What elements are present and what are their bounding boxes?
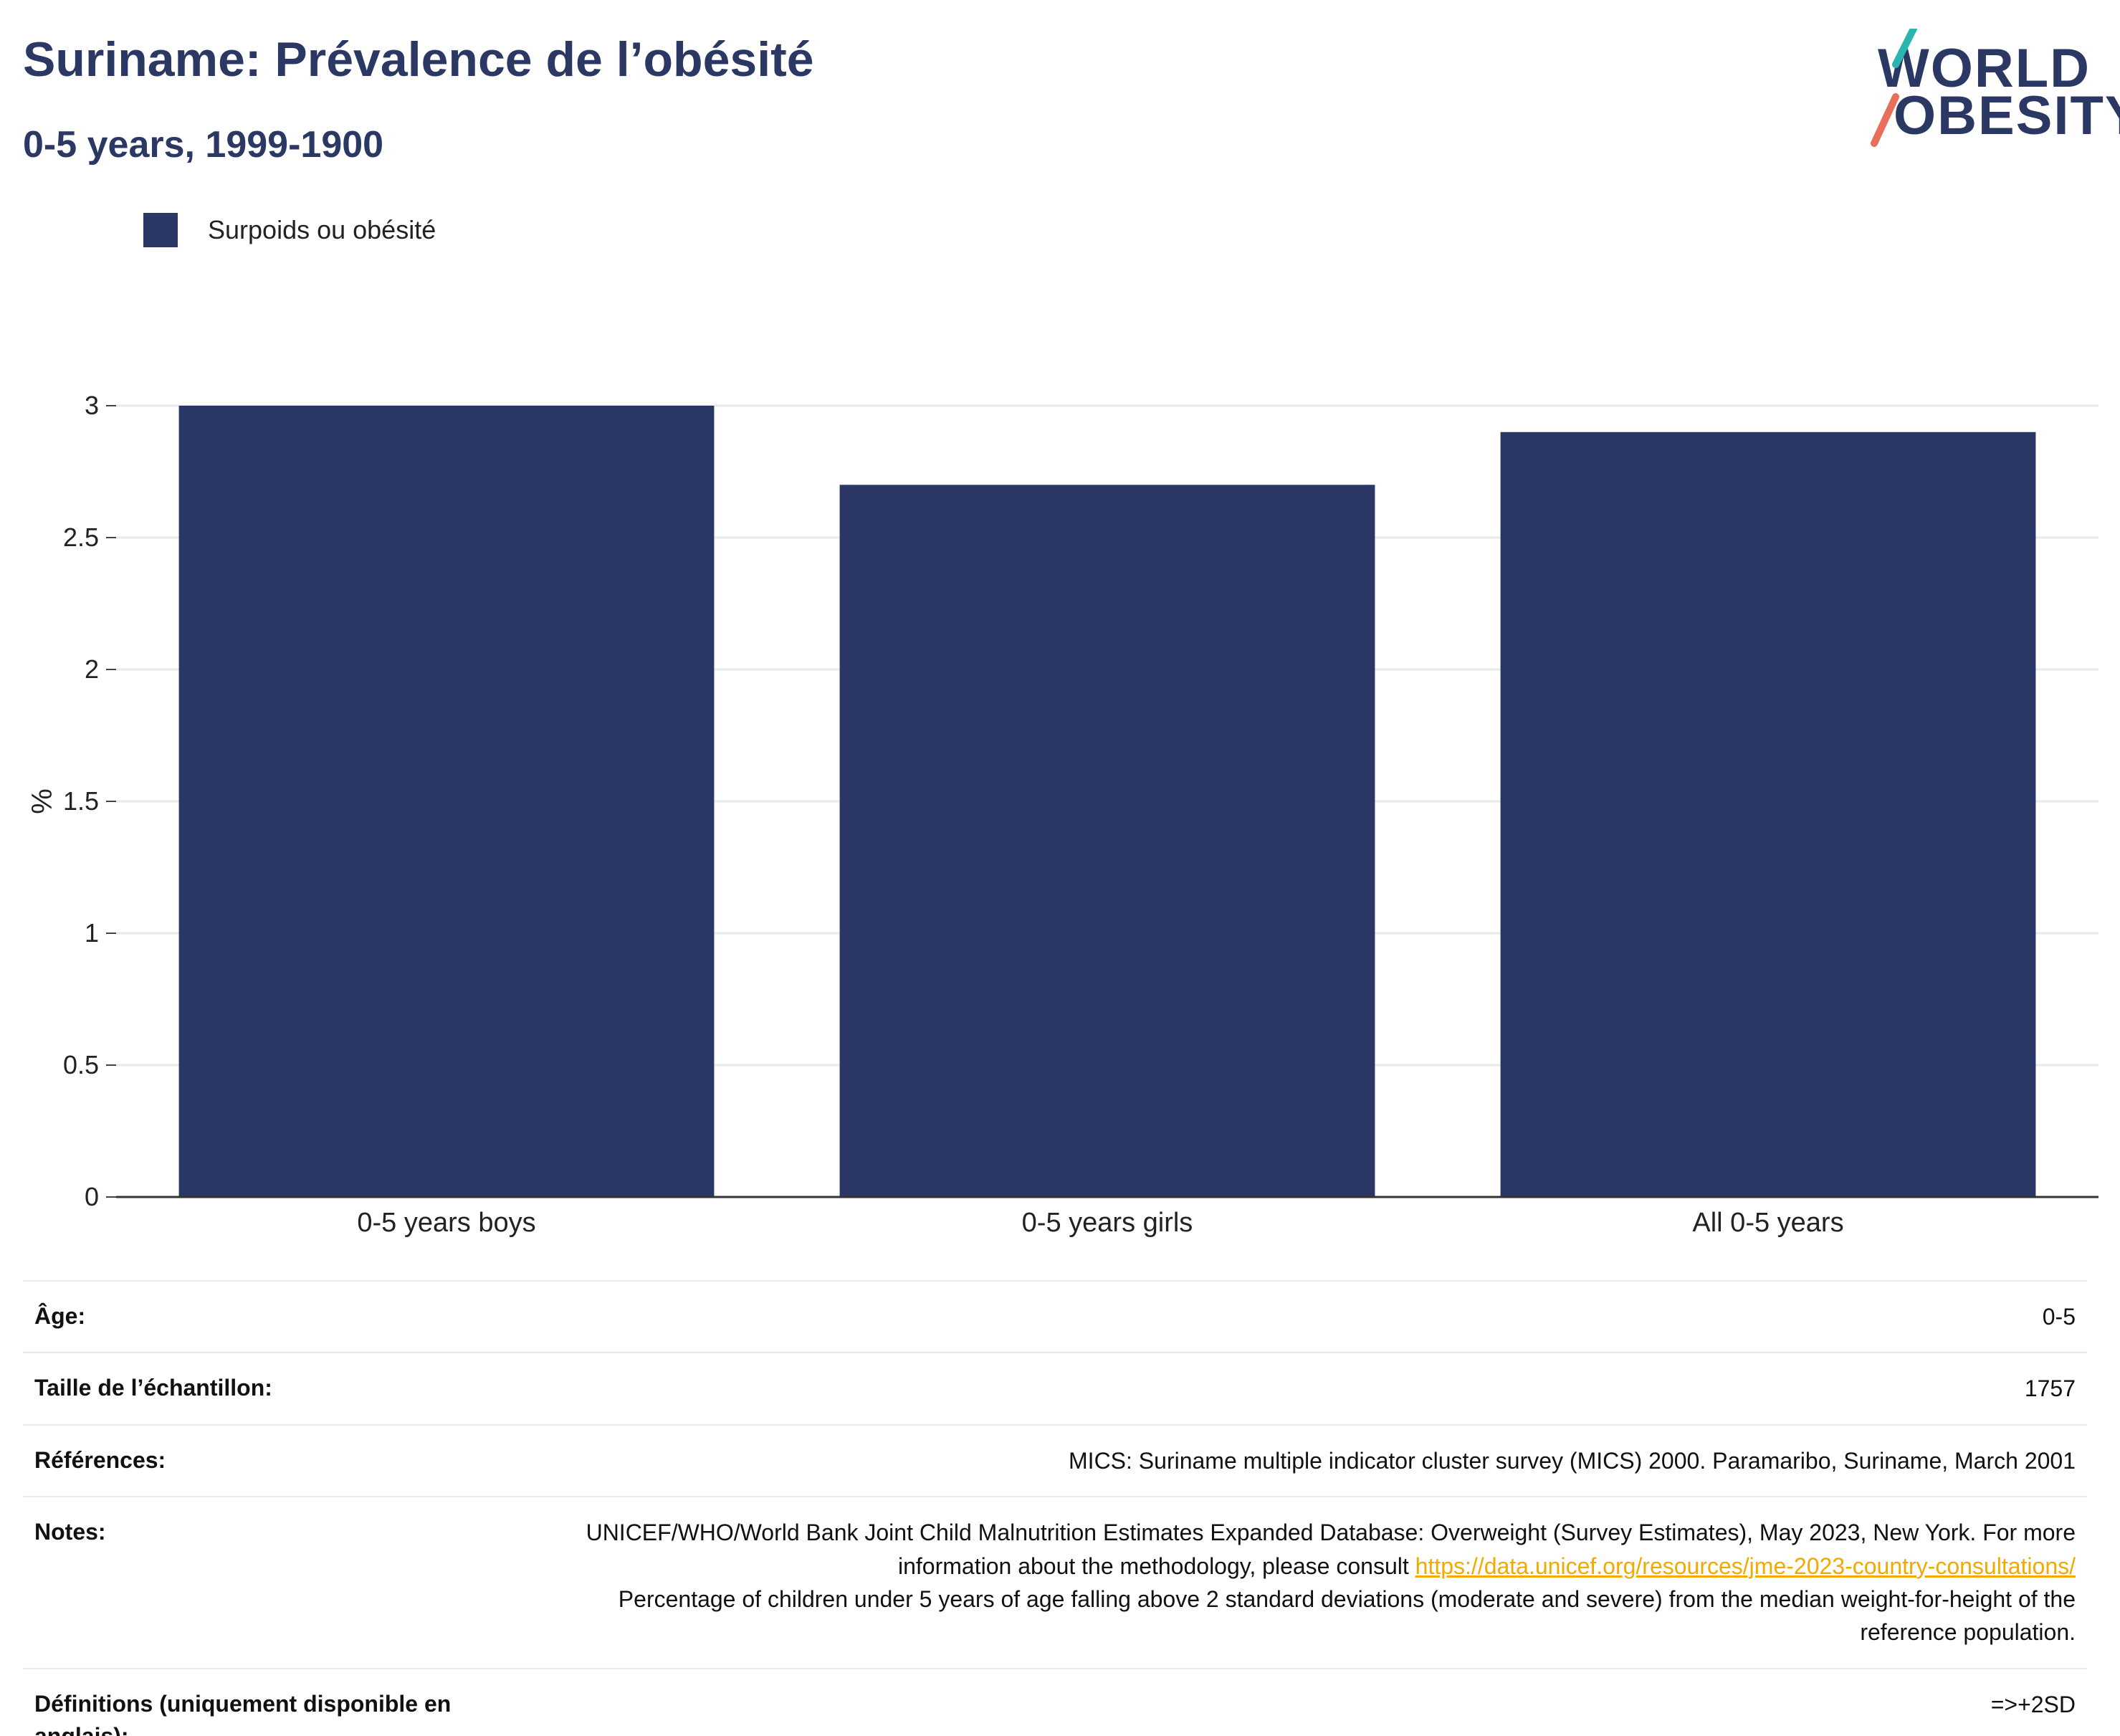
legend-label: Surpoids ou obésité	[208, 215, 436, 244]
row-notes: Notes: UNICEF/WHO/World Bank Joint Child…	[23, 1496, 2087, 1668]
bar	[178, 406, 715, 1197]
y-tick-label: 0	[85, 1182, 99, 1211]
row-age: Âge: 0-5	[23, 1280, 2087, 1352]
sample-size-value: 1757	[2024, 1375, 2076, 1402]
y-tick-label: 1	[85, 918, 99, 948]
definitions-value: =>+2SD	[1990, 1691, 2076, 1717]
y-tick-label: 0.5	[63, 1050, 99, 1079]
row-sample-size: Taille de l’échantillon: 1757	[23, 1352, 2087, 1423]
logo-line-1: WORLD	[1878, 38, 2091, 99]
notes-text-1: UNICEF/WHO/World Bank Joint Child Malnut…	[586, 1520, 2076, 1579]
info-table: Âge: 0-5 Taille de l’échantillon: 1757 R…	[23, 1280, 2087, 1736]
references-label: Références:	[34, 1446, 166, 1473]
references-value: MICS: Suriname multiple indicator cluste…	[1069, 1447, 2076, 1474]
y-tick-label: 2	[85, 654, 99, 684]
row-definitions: Définitions (uniquement disponible en an…	[23, 1667, 2087, 1736]
notes-text-2: Percentage of children under 5 years of …	[618, 1585, 2076, 1646]
y-tick-label: 1.5	[63, 786, 99, 816]
x-tick-label: All 0-5 years	[1692, 1208, 1843, 1238]
y-axis-label: %	[27, 788, 58, 814]
y-tick-label: 2.5	[63, 523, 99, 552]
legend: Surpoids ou obésité	[143, 213, 436, 247]
chart-subtitle: 0-5 years, 1999-1900	[23, 124, 384, 166]
notes-label: Notes:	[34, 1519, 106, 1545]
bar	[839, 485, 1375, 1197]
bar	[1500, 431, 2036, 1197]
chart-title: Suriname: Prévalence de l’obésité	[23, 32, 814, 87]
row-references: Références: MICS: Suriname multiple indi…	[23, 1423, 2087, 1496]
legend-swatch	[143, 213, 178, 247]
bar-chart: 0 0.5 1 1.5 2 2.5 3 0-5 years boys 0-5 years gir…	[27, 391, 2098, 1238]
definitions-label: Définitions (uniquement disponible en an…	[34, 1690, 452, 1736]
x-tick-label: 0-5 years boys	[357, 1208, 535, 1238]
age-value: 0-5	[2042, 1304, 2076, 1330]
notes-value: UNICEF/WHO/World Bank Joint Child Malnut…	[536, 1516, 2076, 1649]
age-label: Âge:	[34, 1303, 86, 1329]
y-tick-label: 3	[85, 391, 99, 420]
world-obesity-logo: WORLD OBESITY	[1871, 29, 2120, 154]
logo-line-2: OBESITY	[1894, 85, 2120, 146]
methodology-link[interactable]: https://data.unicef.org/resources/jme-20…	[1415, 1553, 2076, 1579]
x-tick-label: 0-5 years girls	[1022, 1208, 1193, 1238]
sample-size-label: Taille de l’échantillon:	[34, 1375, 272, 1401]
logo-slash-icon	[1871, 29, 1917, 147]
